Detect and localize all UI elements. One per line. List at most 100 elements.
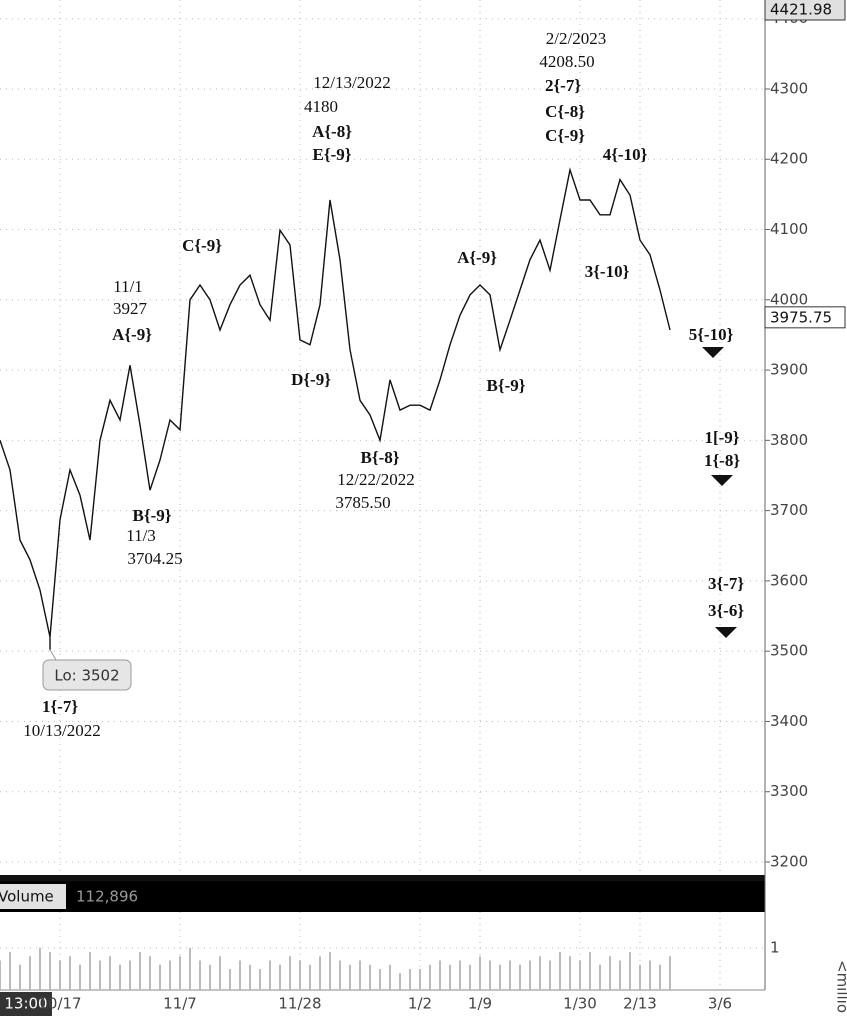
target-triangle: [711, 475, 733, 486]
annotation: 3{-10}: [585, 262, 630, 281]
annotation: 11/1: [113, 277, 143, 296]
annotation: B{-9}: [133, 506, 172, 525]
x-tick-label: 11/28: [278, 995, 321, 1013]
volume-bar: [419, 968, 421, 990]
volume-bar: [559, 952, 561, 990]
volume-bar: [169, 960, 171, 990]
price-marker-box: [764, 0, 846, 21]
annotation: 3{-6}: [708, 601, 744, 620]
annotation: 4208.50: [539, 52, 594, 71]
volume-bar: [549, 960, 551, 990]
volume-bar: [479, 956, 481, 990]
annotation: 3927: [113, 299, 148, 318]
volume-bar: [129, 960, 131, 990]
volume-bar: [579, 960, 581, 990]
volume-bar: [669, 956, 671, 990]
price-marker-box: [764, 306, 846, 329]
time-label: 13:00: [4, 995, 47, 1013]
x-tick-label: 11/7: [163, 995, 197, 1013]
y-tick-label: 3800: [770, 431, 808, 449]
volume-bar: [249, 964, 251, 990]
annotation: 12/22/2022: [337, 470, 414, 489]
y-tick-label: 4300: [770, 79, 808, 97]
volume-bar: [409, 968, 411, 990]
annotation: 5{-10}: [689, 325, 734, 344]
price-line: [0, 167, 671, 638]
volume-bar: [589, 952, 591, 990]
volume-bar: [439, 960, 441, 990]
volume-bar: [359, 960, 361, 990]
volume-bar: [509, 960, 511, 990]
volume-bar: [179, 956, 181, 990]
y-tick-label: 3900: [770, 361, 808, 379]
price-marker: 4421.98: [770, 1, 832, 19]
callout-line: [49, 649, 57, 661]
volume-bar: [119, 964, 121, 990]
volume-bar: [199, 960, 201, 990]
volume-bar: [69, 956, 71, 990]
annotation: 3{-7}: [708, 574, 744, 593]
volume-unit: <millio: [834, 960, 847, 1013]
volume-bar: [49, 952, 51, 990]
volume-bar: [259, 968, 261, 990]
volume-bar: [619, 960, 621, 990]
volume-bar: [309, 964, 311, 990]
volume-bar: [239, 960, 241, 990]
volume-bar: [59, 960, 61, 990]
annotation: 3785.50: [335, 493, 390, 512]
volume-bar: [449, 964, 451, 990]
x-tick-label: 1/9: [468, 995, 492, 1013]
volume-bar: [29, 956, 31, 990]
annotation: E{-9}: [313, 145, 352, 164]
volume-title-box: [0, 884, 66, 909]
volume-bar: [159, 964, 161, 990]
volume-bar: [639, 964, 641, 990]
volume-readout: 112,896: [76, 888, 138, 906]
x-tick-label: 2/13: [623, 995, 657, 1013]
annotation: B{-9}: [487, 376, 526, 395]
volume-bar: [469, 964, 471, 990]
volume-bar: [9, 952, 11, 990]
volume-bar: [319, 956, 321, 990]
x-tick-label: 10/17: [38, 995, 81, 1013]
annotation: A{-8}: [312, 122, 352, 141]
time-box: [0, 992, 52, 1016]
annotation: 3704.25: [127, 549, 182, 568]
annotation: 2/2/2023: [546, 29, 606, 48]
volume-bar: [99, 960, 101, 990]
callout-box: [42, 659, 132, 691]
annotation: A{-9}: [457, 248, 497, 267]
volume-bar: [569, 956, 571, 990]
volume-bar: [339, 960, 341, 990]
volume-bar: [79, 964, 81, 990]
volume-bar: [0, 960, 1, 990]
volume-bar: [369, 964, 371, 990]
volume-bar: [149, 956, 151, 990]
annotation: 10/13/2022: [23, 721, 100, 740]
price-marker: 3975.75: [770, 308, 832, 326]
volume-bar: [19, 964, 21, 990]
y-tick-label: 3500: [770, 642, 808, 660]
volume-bar: [499, 964, 501, 990]
volume-bar: [219, 956, 221, 990]
annotation: 1{-7}: [42, 697, 78, 716]
x-tick-label: 1/30: [563, 995, 597, 1013]
annotation: 1[-9}: [704, 428, 739, 447]
volume-bar: [269, 960, 271, 990]
volume-bar: [209, 964, 211, 990]
target-triangle: [715, 627, 737, 638]
volume-bar: [399, 973, 401, 990]
y-tick-label: 3200: [770, 852, 808, 870]
y-tick-label: 4000: [770, 290, 808, 308]
volume-bar: [489, 960, 491, 990]
annotation: 4{-10}: [603, 145, 648, 164]
volume-header: [0, 881, 765, 912]
volume-bar: [519, 964, 521, 990]
volume-bar: [429, 964, 431, 990]
y-tick-label: 3300: [770, 782, 808, 800]
volume-bar: [539, 956, 541, 990]
volume-bar: [459, 960, 461, 990]
volume-bar: [289, 956, 291, 990]
annotation: C{-9}: [182, 236, 222, 255]
x-tick-label: 3/6: [708, 995, 732, 1013]
